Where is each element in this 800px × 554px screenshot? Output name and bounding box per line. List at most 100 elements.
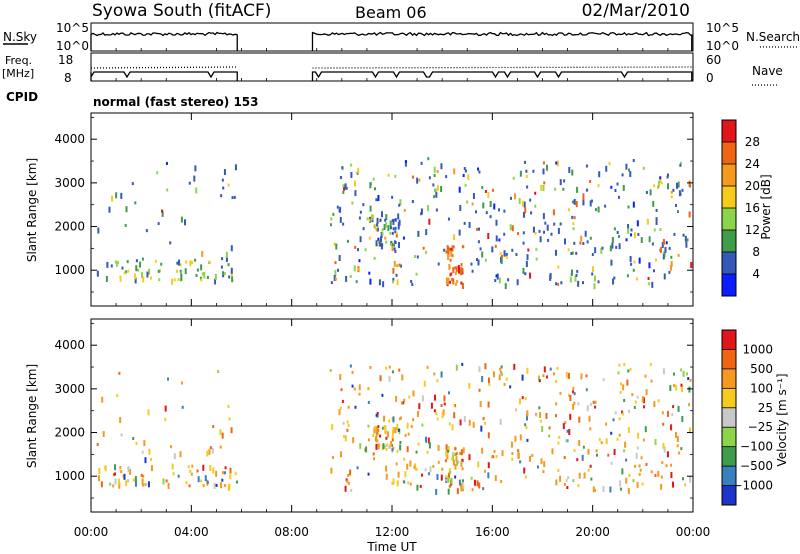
freq-unit-label: [MHz] [2, 67, 34, 80]
echo-cell [413, 465, 416, 469]
echo-cell [519, 460, 522, 464]
echo-cell [392, 267, 395, 274]
echo-cell [463, 416, 466, 423]
echo-cell [653, 228, 656, 232]
echo-cell [228, 417, 231, 421]
echo-cell [572, 390, 575, 394]
echo-cell [542, 168, 545, 175]
echo-cell [460, 266, 463, 270]
echo-cell [454, 463, 457, 470]
echo-cell [150, 465, 153, 472]
echo-cell [645, 462, 648, 466]
echo-cell [529, 272, 532, 279]
echo-cell [437, 460, 440, 464]
echo-cell [660, 246, 663, 253]
echo-cell [421, 395, 424, 402]
noise-tick-top-right: 10^5 [706, 21, 739, 35]
echo-cell [682, 233, 685, 237]
echo-cell [670, 255, 673, 259]
echo-cell [588, 415, 591, 422]
echo-cell [114, 464, 117, 471]
echo-cell [339, 176, 342, 180]
echo-cell [578, 416, 581, 423]
echo-cell [379, 375, 382, 382]
echo-cell [523, 160, 526, 164]
echo-cell [428, 176, 431, 180]
echo-cell [139, 261, 142, 268]
echo-cell [449, 280, 452, 284]
echo-cell [351, 201, 354, 205]
echo-cell [597, 280, 600, 284]
echo-cell [600, 247, 603, 254]
echo-cell [470, 476, 473, 480]
echo-cell [616, 182, 619, 186]
echo-cell [101, 396, 104, 403]
echo-cell [375, 426, 378, 433]
echo-cell [221, 178, 224, 182]
echo-cell [524, 207, 527, 214]
echo-cell [667, 183, 670, 190]
echo-cell [330, 281, 333, 285]
echo-cell [354, 405, 357, 409]
echo-cell [333, 275, 336, 282]
echo-cell [633, 260, 636, 264]
echo-cell [134, 277, 137, 284]
echo-cell [634, 464, 637, 468]
echo-cell [602, 378, 605, 382]
echo-cell [593, 275, 596, 282]
echo-cell [546, 375, 549, 379]
echo-cell [132, 436, 135, 440]
echo-cell [156, 171, 159, 175]
echo-cell [492, 188, 495, 192]
echo-cell [652, 200, 655, 207]
echo-cell [373, 457, 376, 461]
echo-cell [617, 195, 620, 199]
echo-cell [515, 408, 518, 412]
echo-cell [381, 232, 384, 236]
echo-cell [381, 211, 384, 218]
echo-cell [144, 457, 147, 464]
echo-cell [424, 468, 427, 472]
echo-cell [97, 227, 100, 234]
freq-tick-bottom-left: 8 [64, 71, 72, 85]
echo-cell [161, 209, 164, 213]
echo-cell [460, 263, 463, 267]
echo-cell [462, 486, 465, 490]
echo-cell [676, 435, 679, 442]
colorbar-segment [722, 252, 736, 275]
echo-cell [573, 392, 576, 396]
echo-cell [206, 480, 209, 484]
echo-cell [411, 175, 414, 179]
echo-cell [377, 237, 380, 241]
echo-cell [573, 449, 576, 453]
echo-cell [614, 188, 617, 192]
echo-cell [124, 270, 127, 274]
echo-cell [134, 480, 137, 487]
echo-cell [577, 484, 580, 488]
echo-cell [445, 250, 448, 254]
echo-cell [670, 260, 673, 267]
echo-cell [530, 211, 533, 215]
echo-cell [560, 281, 563, 285]
echo-cell [522, 231, 525, 235]
echo-cell [416, 484, 419, 491]
echo-cell [164, 405, 167, 412]
echo-cell [447, 488, 450, 495]
echo-cell [173, 278, 176, 282]
echo-cell [374, 187, 377, 191]
echo-cell [478, 227, 481, 231]
echo-cell [675, 431, 678, 438]
echo-cell [471, 488, 474, 492]
velocity-colorbar: 1000 500 100 25 −25 −100 −500 −1000 [721, 329, 773, 506]
echo-cell [351, 384, 354, 388]
echo-cell [570, 269, 573, 276]
echo-cell [448, 247, 451, 251]
echo-cell [491, 246, 494, 253]
echo-cell [627, 205, 630, 209]
echo-cell [517, 449, 520, 453]
echo-cell [147, 409, 150, 416]
echo-cell [461, 467, 464, 471]
echo-cell [481, 447, 484, 454]
echo-cell [679, 161, 682, 165]
echo-cell [637, 432, 640, 439]
